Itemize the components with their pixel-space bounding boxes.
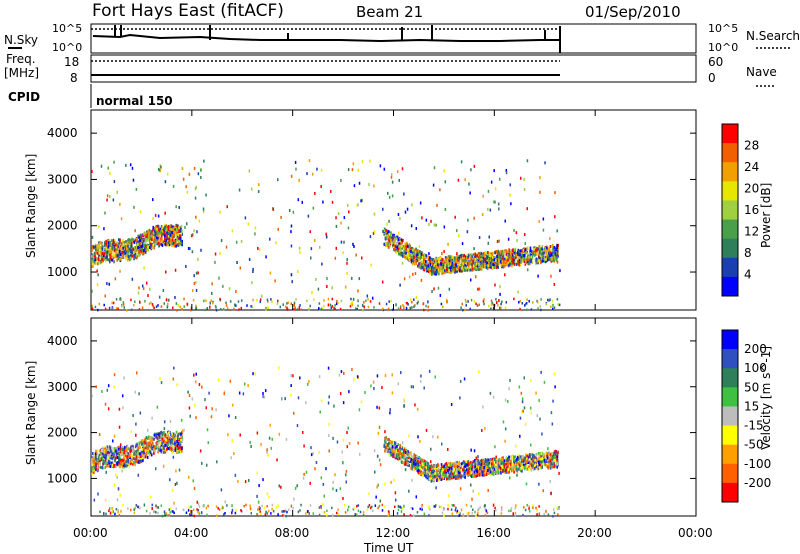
- velocity-ylabel: Slant Range [km]: [24, 361, 38, 465]
- colorbar-tick-label: 20: [744, 182, 759, 196]
- freq-panel: Freq. [MHz] 18 8 60 0 Nave: [4, 52, 777, 87]
- colorbar-tick-label: -15: [744, 419, 764, 433]
- colorbar-tick-label: 50: [744, 380, 759, 394]
- colorbar-tick-label: 8: [744, 246, 752, 260]
- nave-tick-top: 60: [708, 55, 723, 69]
- power-ylabel: Slant Range [km]: [24, 154, 38, 258]
- y-tick-label: 3000: [47, 380, 78, 394]
- velocity-colorbar-label: Velocity [m s^-1]: [759, 346, 773, 450]
- colorbar-tick-label: 28: [744, 139, 759, 153]
- colorbar-tick-label: -200: [744, 476, 771, 490]
- y-tick-label: 4000: [47, 126, 78, 140]
- x-tick-label: 12:00: [376, 526, 411, 540]
- colorbar-tick-label: 100: [744, 361, 767, 375]
- x-tick-label: 08:00: [275, 526, 310, 540]
- y-tick-label: 1000: [47, 265, 78, 279]
- colorbar-tick-label: 16: [744, 203, 759, 217]
- x-tick-label: 16:00: [476, 526, 511, 540]
- beam-label: Beam 21: [356, 3, 423, 21]
- y-tick-label: 3000: [47, 172, 78, 186]
- x-axis-ticks: 00:00 04:00 08:00 12:00 16:00 20:00 00:00: [73, 110, 713, 540]
- y-tick-label: 2000: [47, 219, 78, 233]
- nave-tick-bottom: 0: [708, 71, 716, 85]
- freq-label: Freq.: [6, 52, 36, 66]
- y-tick-label: 1000: [47, 471, 78, 485]
- nsky-tick-bottom: 10^0: [52, 41, 82, 54]
- power-scatter: [91, 159, 561, 312]
- nsky-label: N.Sky: [4, 33, 38, 47]
- x-tick-label: 00:00: [73, 526, 108, 540]
- colorbar-tick-label: 15: [744, 399, 759, 413]
- x-tick-label: 20:00: [577, 526, 612, 540]
- freq-tick-bottom: 8: [70, 71, 78, 85]
- velocity-colorbar: 200 100 50 15 -15 -50 -100 -200: [721, 329, 771, 503]
- colorbar-tick-label: 12: [744, 225, 759, 239]
- station-title: Fort Hays East (fitACF): [92, 1, 284, 21]
- velocity-scatter: [91, 366, 560, 518]
- nsky-trace: [92, 33, 560, 43]
- nsearch-tick-bottom: 10^0: [708, 41, 738, 54]
- freq-tick-top: 18: [64, 55, 79, 69]
- power-colorbar-label: Power [dB]: [759, 183, 773, 248]
- nave-label: Nave: [746, 65, 777, 79]
- y-tick-label: 2000: [47, 426, 78, 440]
- x-axis-label: Time UT: [363, 541, 414, 554]
- nsky-tick-top: 10^5: [52, 22, 82, 35]
- power-colorbar: 28 24 20 16 12 8 4: [721, 123, 759, 297]
- velocity-panel-frame: [90, 317, 697, 517]
- date-label: 01/Sep/2010: [585, 3, 681, 21]
- x-tick-label: 04:00: [174, 526, 209, 540]
- nsearch-label: N.Search: [746, 29, 800, 43]
- x-tick-label: 00:00: [678, 526, 713, 540]
- cpid-program: normal 150: [96, 94, 173, 108]
- power-yticks: 1000 2000 3000 4000: [47, 126, 696, 279]
- colorbar-tick-label: -50: [744, 438, 764, 452]
- colorbar-tick-label: 24: [744, 160, 759, 174]
- velocity-yticks: 1000 2000 3000 4000: [47, 334, 696, 485]
- y-tick-label: 4000: [47, 334, 78, 348]
- colorbar-tick-label: 200: [744, 342, 767, 356]
- nsearch-tick-top: 10^5: [708, 22, 738, 35]
- cpid-label: CPID: [8, 90, 40, 104]
- colorbar-tick-label: -100: [744, 457, 771, 471]
- power-panel-frame: [90, 109, 697, 311]
- colorbar-tick-label: 4: [744, 268, 752, 282]
- noise-panel: N.Sky 10^5 10^0 10^5 10^0 N.Search: [4, 22, 800, 54]
- freq-unit: [MHz]: [4, 66, 39, 80]
